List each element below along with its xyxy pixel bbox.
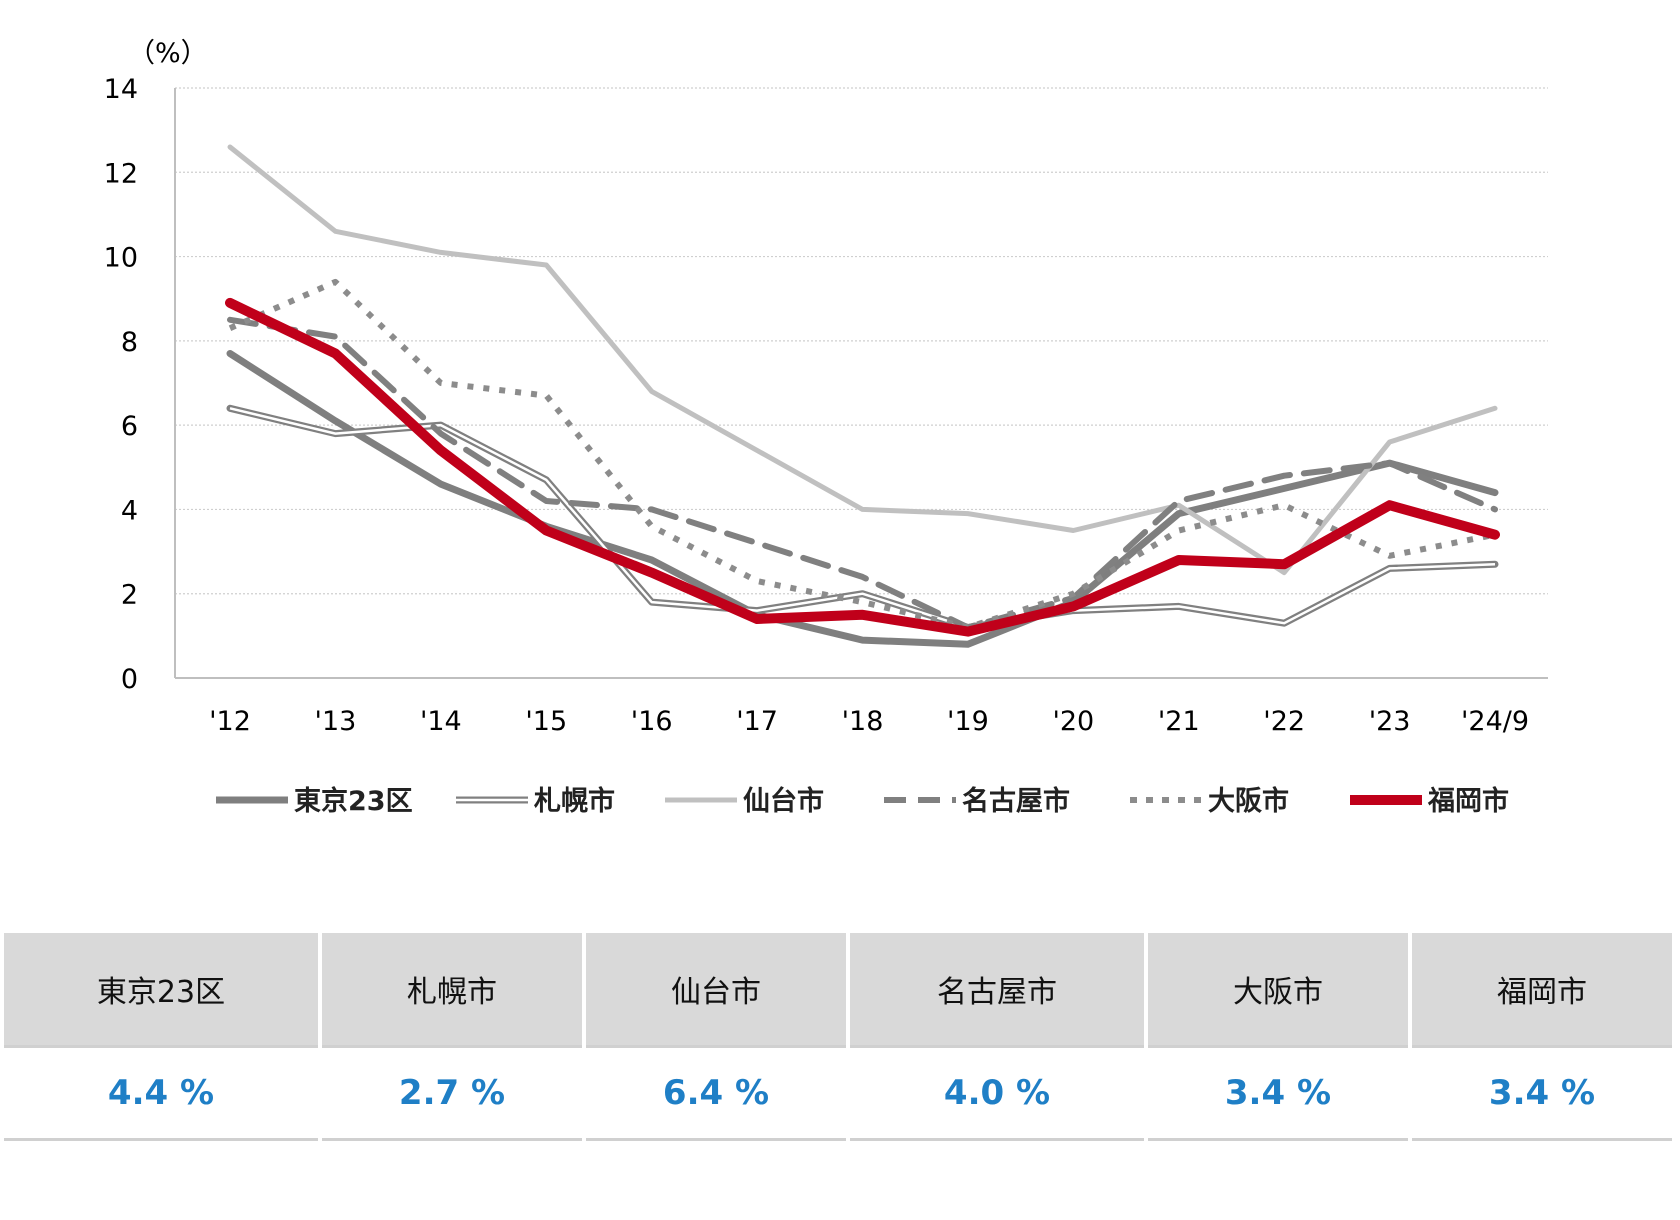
x-tick-label: '21 [1158,706,1200,737]
y-tick-label: 8 [121,327,138,358]
summary-header-cell: 札幌市 [322,933,582,1045]
summary-header-cell: 福岡市 [1411,933,1672,1045]
series-line [225,297,1500,637]
x-tick-label: '19 [947,706,989,737]
y-axis-unit-label: （%） [128,38,208,69]
x-tick-label: '14 [420,706,462,737]
x-tick-label: '23 [1369,706,1411,737]
summary-table: 東京23区 札幌市 仙台市 名古屋市 大阪市 福岡市 4.4 % 2.7 % 6… [0,933,1676,1141]
x-tick-labels: '12 '13 '14 '15 '16 '17 '18 '19 '20 '21 '22 '23 '24/… [209,706,1529,737]
legend-label: 札幌市 [534,785,615,817]
legend-item: 福岡市 [1350,785,1509,817]
y-tick-label: 2 [121,580,138,611]
x-tick-label: '24/9 [1461,706,1529,737]
y-tick-label: 12 [104,158,138,189]
summary-header-cell: 東京23区 [4,933,318,1045]
series-line [228,278,1496,631]
summary-header-cell: 名古屋市 [850,933,1144,1045]
legend-item: 札幌市 [456,785,615,817]
series-line [227,144,1498,576]
legend-item: 仙台市 [665,785,824,817]
series-lines [225,144,1500,648]
x-tick-label: '18 [842,706,884,737]
legend-label: 名古屋市 [962,785,1070,817]
summary-value-cell: 3.4 % [1411,1045,1672,1141]
x-tick-label: '20 [1052,706,1094,737]
legend-label: 大阪市 [1208,785,1289,817]
series-line [227,316,1498,631]
summary-value-cell: 6.4 % [586,1045,846,1141]
series-line [226,350,1499,648]
y-tick-label: 14 [104,74,138,105]
legend-item: 東京23区 [216,785,413,817]
x-tick-label: '13 [315,706,357,737]
x-tick-label: '12 [209,706,251,737]
axes [174,88,1548,679]
legend-label: 福岡市 [1427,785,1509,817]
series-solid-red [225,297,1500,637]
legend-label: 仙台市 [743,785,824,817]
legend-label: 東京23区 [294,785,413,817]
summary-value-cell: 4.0 % [850,1045,1144,1141]
series-dotted [228,278,1496,631]
y-tick-label: 0 [121,664,138,695]
y-tick-labels: 0 2 4 6 8 10 12 14 [104,74,138,695]
legend-item: 大阪市 [1130,785,1289,817]
y-tick-label: 6 [121,411,138,442]
summary-value-row: 4.4 % 2.7 % 6.4 % 4.0 % 3.4 % 3.4 % [4,1045,1672,1141]
series-dashed [227,316,1498,631]
x-tick-label: '16 [631,706,673,737]
summary-value-cell: 2.7 % [322,1045,582,1141]
summary-header-row: 東京23区 札幌市 仙台市 名古屋市 大阪市 福岡市 [4,933,1672,1045]
y-tick-label: 4 [121,495,138,526]
series-solid [227,144,1498,576]
grid-lines [175,87,1548,595]
x-tick-label: '17 [736,706,778,737]
series-solid-thick [226,350,1499,648]
summary-header-cell: 大阪市 [1147,933,1408,1045]
series-line-inner [229,407,1496,629]
summary-value-cell: 4.4 % [4,1045,318,1141]
x-tick-label: '22 [1263,706,1305,737]
legend-item: 名古屋市 [884,785,1070,817]
summary-header-cell: 仙台市 [586,933,846,1045]
series-double [226,404,1499,631]
x-tick-label: '15 [525,706,567,737]
legend: 東京23区 札幌市 仙台市 名古屋市 大阪市 福岡市 [216,785,1509,817]
y-tick-label: 10 [104,243,138,274]
summary-value-cell: 3.4 % [1147,1045,1408,1141]
